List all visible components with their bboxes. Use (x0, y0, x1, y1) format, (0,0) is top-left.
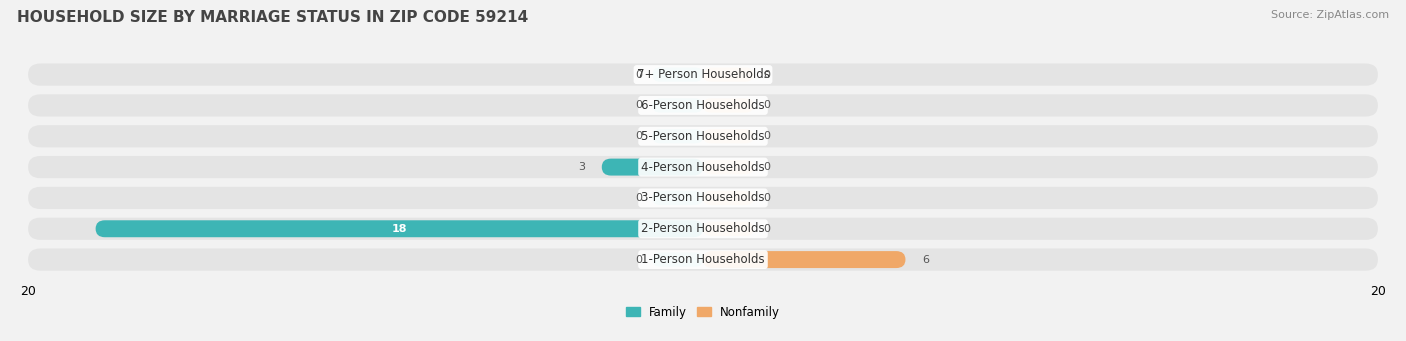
FancyBboxPatch shape (28, 125, 1378, 147)
FancyBboxPatch shape (28, 94, 1378, 117)
Text: 0: 0 (636, 70, 643, 79)
Text: 0: 0 (763, 131, 770, 141)
FancyBboxPatch shape (28, 218, 1378, 240)
FancyBboxPatch shape (652, 252, 703, 267)
FancyBboxPatch shape (602, 159, 703, 176)
FancyBboxPatch shape (96, 220, 703, 237)
FancyBboxPatch shape (652, 191, 703, 205)
FancyBboxPatch shape (703, 222, 754, 236)
Text: 0: 0 (763, 101, 770, 110)
Text: 1-Person Households: 1-Person Households (641, 253, 765, 266)
Text: 0: 0 (763, 224, 770, 234)
Text: 0: 0 (763, 162, 770, 172)
FancyBboxPatch shape (703, 98, 754, 113)
Text: 3: 3 (578, 162, 585, 172)
FancyBboxPatch shape (28, 249, 1378, 271)
FancyBboxPatch shape (703, 68, 754, 82)
Text: 0: 0 (636, 255, 643, 265)
Text: 6: 6 (922, 255, 929, 265)
Text: 0: 0 (636, 131, 643, 141)
FancyBboxPatch shape (703, 129, 754, 144)
Text: 18: 18 (391, 224, 408, 234)
FancyBboxPatch shape (703, 160, 754, 174)
Legend: Family, Nonfamily: Family, Nonfamily (621, 301, 785, 323)
FancyBboxPatch shape (28, 156, 1378, 178)
Text: Source: ZipAtlas.com: Source: ZipAtlas.com (1271, 10, 1389, 20)
Text: 0: 0 (763, 193, 770, 203)
Text: 0: 0 (763, 70, 770, 79)
Text: HOUSEHOLD SIZE BY MARRIAGE STATUS IN ZIP CODE 59214: HOUSEHOLD SIZE BY MARRIAGE STATUS IN ZIP… (17, 10, 529, 25)
Text: 0: 0 (636, 193, 643, 203)
Text: 7+ Person Households: 7+ Person Households (637, 68, 769, 81)
FancyBboxPatch shape (703, 191, 754, 205)
Text: 3-Person Households: 3-Person Households (641, 191, 765, 204)
FancyBboxPatch shape (28, 63, 1378, 86)
Text: 0: 0 (636, 101, 643, 110)
Text: 4-Person Households: 4-Person Households (641, 161, 765, 174)
Text: 6-Person Households: 6-Person Households (641, 99, 765, 112)
FancyBboxPatch shape (652, 68, 703, 82)
Text: 2-Person Households: 2-Person Households (641, 222, 765, 235)
FancyBboxPatch shape (28, 187, 1378, 209)
FancyBboxPatch shape (703, 251, 905, 268)
FancyBboxPatch shape (652, 129, 703, 144)
FancyBboxPatch shape (652, 98, 703, 113)
Text: 5-Person Households: 5-Person Households (641, 130, 765, 143)
